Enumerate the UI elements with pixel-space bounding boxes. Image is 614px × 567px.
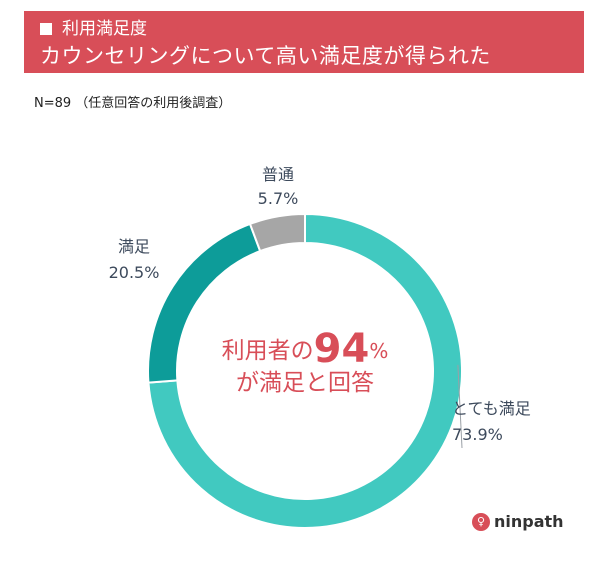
title-category: 利用満足度 xyxy=(62,19,147,39)
title-line-1: 利用満足度 xyxy=(40,17,584,41)
label-very-satisfied-category: とても満足 xyxy=(452,399,531,418)
center-number: 94 xyxy=(313,326,370,372)
slice-neutral xyxy=(248,212,306,253)
label-neutral: 普通 5.7% xyxy=(238,164,318,210)
label-neutral-value: 5.7% xyxy=(257,189,299,208)
label-very-satisfied-value: 73.9% xyxy=(452,425,503,444)
leader-line xyxy=(457,364,463,449)
label-satisfied: 満足 20.5% xyxy=(94,236,174,284)
center-summary: 利用者の94% が満足と回答 xyxy=(190,329,420,398)
center-summary-line-2: が満足と回答 xyxy=(236,370,374,396)
square-bullet-icon xyxy=(40,23,52,35)
label-satisfied-category: 満足 xyxy=(117,237,150,256)
label-very-satisfied: とても満足 73.9% xyxy=(452,398,562,446)
ninpath-logo-text: ninpath xyxy=(494,512,564,531)
title-banner: 利用満足度 カウンセリングについて高い満足度が得られた xyxy=(24,11,584,73)
center-prefix: 利用者の xyxy=(221,338,314,364)
label-satisfied-value: 20.5% xyxy=(108,263,160,282)
ninpath-logo-icon: ♀ xyxy=(472,512,490,531)
center-summary-line-1: 利用者の94% xyxy=(190,329,420,369)
label-neutral-category: 普通 xyxy=(261,165,294,184)
center-percent: % xyxy=(369,339,389,363)
ninpath-logo: ♀ ninpath xyxy=(472,512,564,531)
slice-very-satisfied xyxy=(147,212,463,529)
title-headline: カウンセリングについて高い満足度が得られた xyxy=(40,44,491,68)
sample-size-note: N=89 （任意回答の利用後調査） xyxy=(34,96,232,111)
